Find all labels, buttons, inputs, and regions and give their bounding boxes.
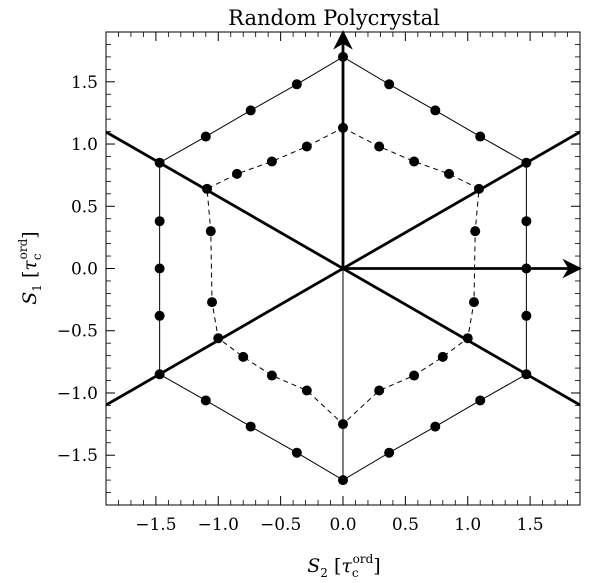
label-open: [ (19, 271, 41, 284)
data-point-s1-17 (205, 226, 216, 237)
data-point-s1-13 (266, 370, 277, 381)
label-tau: τ (341, 555, 352, 577)
data-point-s1-19 (231, 168, 242, 179)
data-point-s1-7 (462, 333, 473, 344)
label-tau-sub: c (30, 253, 44, 260)
data-point-s0-6 (521, 263, 532, 274)
data-point-s0-18 (154, 263, 165, 274)
x-axis-label: S2 [τcord] (307, 552, 380, 580)
y-axis-label: S1 [τcord] (16, 231, 44, 304)
data-point-s0-21 (200, 131, 211, 142)
data-point-s0-4 (521, 157, 532, 168)
data-point-s0-1 (384, 79, 395, 90)
label-open: [ (328, 555, 341, 577)
data-point-s0-2 (430, 105, 441, 116)
label-symbol: S (19, 292, 41, 305)
data-point-s0-15 (200, 395, 211, 406)
data-point-s0-13 (291, 447, 302, 458)
label-sub: 2 (320, 566, 328, 580)
x-tick-label-2: −0.5 (260, 515, 301, 535)
data-point-s0-19 (154, 216, 165, 227)
y-tick-label-5: 1.0 (71, 135, 98, 155)
data-point-s0-7 (521, 310, 532, 321)
label-sub: 1 (30, 284, 44, 292)
data-point-s1-20 (266, 156, 277, 167)
label-close: ] (373, 555, 380, 577)
y-tick-label-4: 0.5 (71, 197, 98, 217)
y-tick-label-1: −1.0 (57, 384, 98, 404)
data-point-s1-1 (374, 141, 385, 152)
x-tick-label-5: 1.0 (454, 515, 481, 535)
data-point-s0-16 (154, 369, 165, 380)
data-point-s1-11 (338, 419, 348, 430)
label-close: ] (19, 231, 41, 238)
label-tau-sup: ord (353, 552, 374, 566)
data-point-s1-6 (468, 297, 479, 308)
y-tick-label-2: −0.5 (57, 322, 98, 342)
data-point-s0-12 (338, 475, 348, 486)
data-point-s0-14 (245, 421, 256, 432)
x-tick-label-6: 1.5 (517, 515, 544, 535)
data-point-s0-23 (291, 79, 302, 90)
y-tick-label-3: 0.0 (71, 260, 98, 280)
data-point-s0-17 (154, 310, 165, 321)
data-point-s0-22 (245, 105, 256, 116)
data-point-s1-14 (238, 351, 249, 362)
data-point-s1-5 (470, 226, 481, 237)
x-tick-label-3: 0.0 (329, 515, 356, 535)
label-symbol: S (307, 555, 320, 577)
data-point-s0-11 (384, 447, 395, 458)
data-point-s1-0 (338, 122, 348, 133)
chart-title: Random Polycrystal (228, 6, 440, 30)
data-point-s0-8 (521, 369, 532, 380)
data-point-s1-8 (437, 351, 448, 362)
data-point-s1-10 (374, 385, 385, 396)
data-point-s1-12 (301, 385, 312, 396)
label-tau-sup: ord (16, 238, 30, 259)
data-point-s1-4 (473, 183, 484, 194)
data-point-s0-20 (154, 157, 165, 168)
data-point-s0-5 (521, 216, 532, 227)
label-tau: τ (19, 260, 41, 271)
label-tau-sub: c (352, 566, 359, 580)
data-point-s1-15 (213, 333, 224, 344)
x-tick-label-0: −1.5 (135, 515, 176, 535)
data-point-s0-10 (430, 421, 441, 432)
x-tick-label-1: −1.0 (198, 515, 239, 535)
tick-layer: −1.5 −1.0 −0.5 0.0 0.5 1.0 1.5 −1.5 −1.0 −0.5 0.0 0… (57, 31, 581, 535)
plot-area (105, 30, 582, 506)
data-point-s1-9 (409, 370, 420, 381)
data-point-s1-21 (301, 141, 312, 152)
y-tick-label-0: −1.5 (57, 446, 98, 466)
data-point-s1-3 (444, 168, 455, 179)
data-point-s1-18 (202, 183, 213, 194)
y-tick-label-6: 1.5 (71, 73, 98, 93)
data-point-s1-2 (409, 156, 420, 167)
data-point-s0-9 (475, 395, 486, 406)
x-tick-label-4: 0.5 (392, 515, 419, 535)
data-point-s1-16 (207, 297, 218, 308)
data-point-s0-3 (475, 131, 486, 142)
data-point-s0-0 (338, 51, 348, 62)
